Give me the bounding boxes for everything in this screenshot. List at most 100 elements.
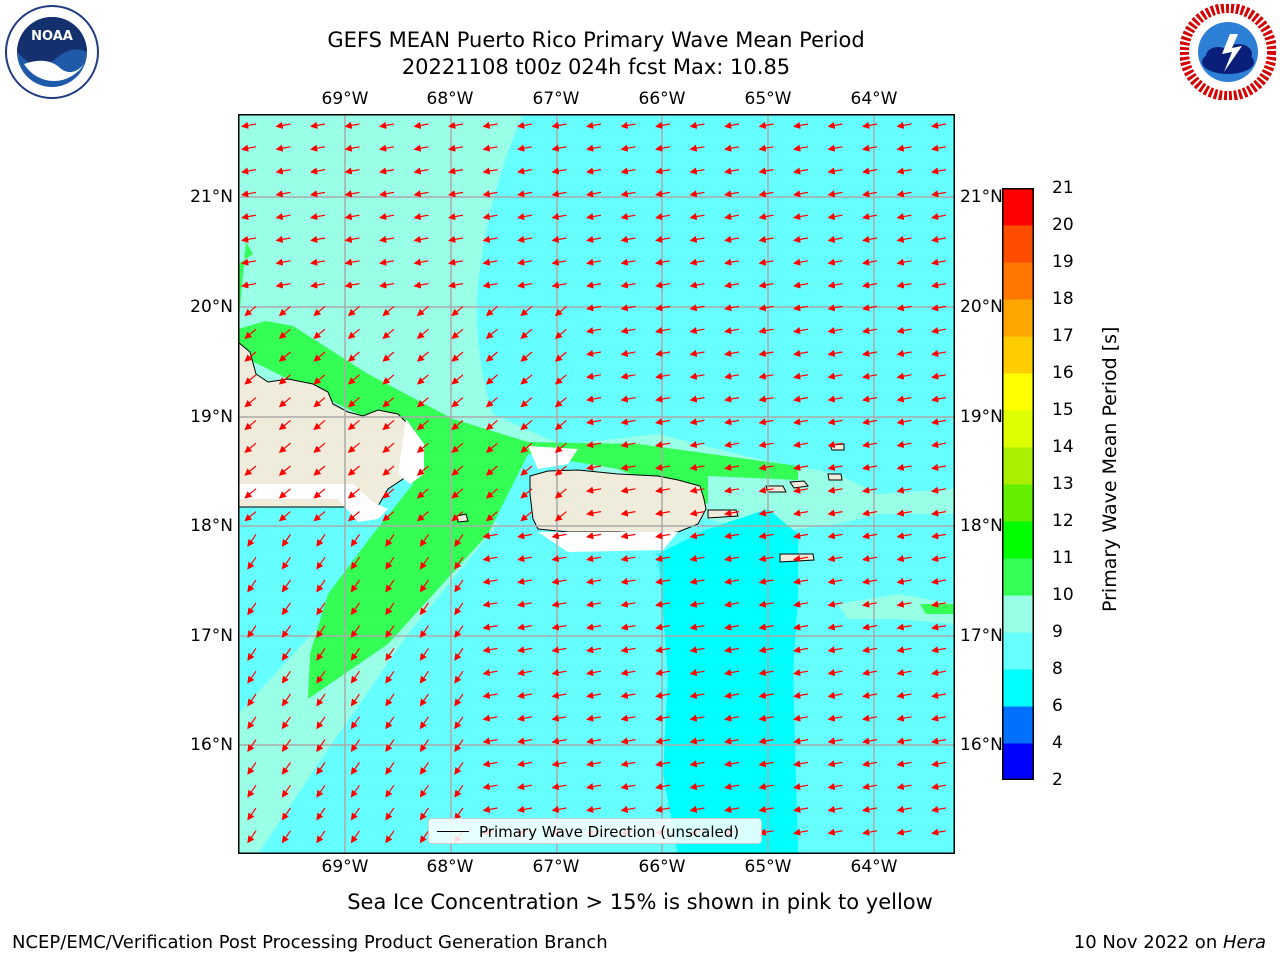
wave-direction-arrow (451, 442, 464, 453)
wave-direction-arrow (896, 190, 912, 198)
wave-direction-arrow (241, 144, 257, 152)
colorbar-tick: 15 (1052, 400, 1074, 420)
wave-direction-arrow (931, 395, 947, 403)
wave-direction-arrow (244, 419, 257, 431)
wave-direction-arrow (241, 281, 257, 289)
wave-direction-arrow (278, 488, 291, 499)
wave-direction-arrow (931, 327, 947, 335)
wave-direction-arrow (350, 579, 360, 593)
wave-direction-arrow (931, 600, 947, 608)
lat-tick-left: 18°N (190, 516, 233, 536)
wave-direction-arrow (620, 509, 636, 517)
colorbar-segment (1002, 669, 1034, 707)
colorbar-tick: 6 (1052, 696, 1063, 716)
wave-direction-arrow (620, 737, 636, 745)
wave-direction-arrow (586, 304, 602, 312)
wave-direction-arrow (586, 235, 602, 243)
wave-direction-arrow (793, 463, 809, 471)
wave-direction-arrow (689, 144, 705, 152)
wave-direction-arrow (655, 258, 671, 266)
wave-direction-arrow (310, 213, 326, 221)
wave-direction-arrow (724, 805, 740, 813)
wave-direction-arrow (385, 648, 395, 661)
wave-direction-arrow (689, 623, 705, 631)
wave-direction-arrow (758, 646, 774, 654)
wave-direction-arrow (454, 625, 464, 639)
wave-direction-arrow (827, 372, 843, 380)
wave-direction-arrow (758, 144, 774, 152)
wave-direction-arrow (586, 669, 602, 677)
wave-direction-arrow (620, 555, 636, 563)
wave-direction-arrow (862, 190, 878, 198)
colorbar-segment (1002, 262, 1034, 300)
wave-direction-arrow (350, 830, 360, 844)
wave-direction-arrow (724, 600, 740, 608)
wave-direction-arrow (724, 418, 740, 426)
wave-direction-arrow (655, 235, 671, 243)
wave-direction-arrow (758, 235, 774, 243)
wave-direction-arrow (689, 235, 705, 243)
wave-direction-arrow (862, 349, 878, 357)
wave-direction-arrow (485, 397, 498, 408)
wave-direction-arrow (454, 693, 464, 707)
wave-direction-arrow (419, 739, 429, 753)
wave-direction-arrow (724, 623, 740, 631)
wave-direction-arrow (655, 167, 671, 175)
wave-direction-arrow (416, 511, 429, 522)
sea-ice-footnote: Sea Ice Concentration > 15% is shown in … (347, 890, 933, 914)
wave-direction-arrow (347, 442, 360, 453)
wave-direction-arrow (413, 121, 429, 129)
wave-direction-arrow (620, 486, 636, 494)
wave-direction-arrow (827, 669, 843, 677)
wave-direction-arrow (313, 419, 326, 431)
wave-direction-arrow (316, 602, 326, 616)
wave-direction-arrow (655, 555, 671, 563)
wave-direction-arrow (827, 828, 843, 836)
wave-direction-arrow (485, 511, 498, 522)
wave-direction-arrow (482, 760, 498, 768)
wave-direction-arrow (793, 235, 809, 243)
wave-direction-arrow (896, 349, 912, 357)
wave-direction-arrow (896, 441, 912, 449)
wave-direction-arrow (275, 235, 291, 243)
wave-direction-arrow (448, 190, 464, 198)
wave-direction-arrow (689, 646, 705, 654)
credit-host: Hera (1222, 932, 1266, 953)
wave-direction-arrow (413, 281, 429, 289)
wave-direction-arrow (724, 395, 740, 403)
wave-direction-arrow (931, 372, 947, 380)
wave-direction-arrow (793, 167, 809, 175)
wave-direction-arrow (310, 190, 326, 198)
wave-direction-arrow (896, 258, 912, 266)
wave-direction-arrow (350, 556, 360, 570)
wave-direction-arrow (793, 760, 809, 768)
wave-direction-arrow (416, 397, 429, 408)
wave-direction-arrow (517, 235, 533, 243)
wave-direction-arrow (931, 213, 947, 221)
wave-direction-arrow (485, 305, 498, 317)
wave-direction-arrow (275, 144, 291, 152)
wave-direction-arrow (827, 600, 843, 608)
wave-direction-arrow (689, 509, 705, 517)
wave-direction-arrow (896, 714, 912, 722)
wave-direction-arrow (310, 235, 326, 243)
wave-direction-arrow (827, 737, 843, 745)
wave-direction-arrow (551, 577, 567, 585)
wave-direction-arrow (793, 577, 809, 585)
lon-tick-bottom: 65°W (744, 857, 792, 877)
wave-direction-arrow (554, 488, 567, 499)
wave-direction-arrow (517, 121, 533, 129)
wave-direction-arrow (482, 281, 498, 289)
colorbar (1002, 188, 1034, 780)
wave-direction-arrow (350, 739, 360, 753)
wave-direction-arrow (344, 281, 360, 289)
wave-direction-arrow (655, 737, 671, 745)
wave-direction-arrow (554, 351, 567, 362)
wave-direction-arrow (689, 167, 705, 175)
wave-direction-arrow (520, 511, 533, 522)
wave-direction-arrow (862, 623, 878, 631)
wave-direction-arrow (724, 121, 740, 129)
wave-direction-arrow (827, 235, 843, 243)
wave-direction-arrow (385, 579, 395, 593)
wave-direction-arrow (451, 351, 464, 362)
